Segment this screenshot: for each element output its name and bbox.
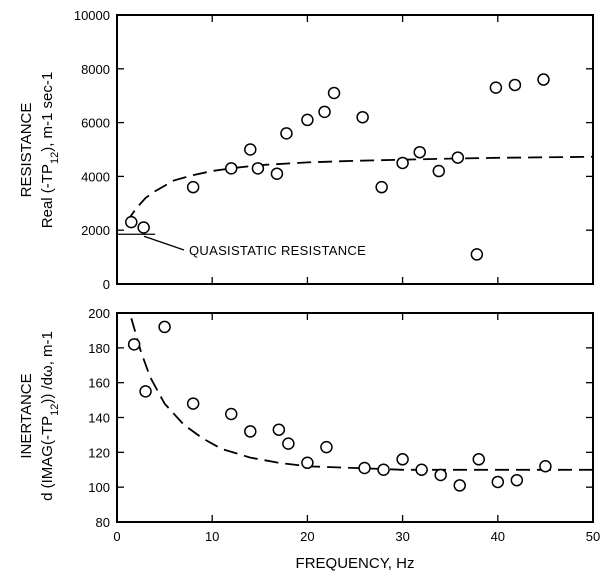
resistance-fit-curve <box>125 155 594 223</box>
data-point <box>270 167 284 180</box>
inertance-plot-frame <box>116 312 594 523</box>
x-tick-label: 40 <box>491 529 505 544</box>
inertance-fit-curve <box>130 317 593 471</box>
y-tick-label: 8000 <box>81 62 110 77</box>
data-point <box>280 127 293 140</box>
data-point <box>139 385 152 398</box>
data-point <box>453 479 466 492</box>
data-point <box>272 423 286 436</box>
data-point <box>539 460 552 473</box>
x-tick-label: 20 <box>300 529 314 544</box>
y-tick-label: 200 <box>88 306 110 321</box>
x-tick-label: 0 <box>113 529 120 544</box>
resistance-data-points <box>125 73 550 261</box>
data-point <box>244 425 257 438</box>
data-point <box>186 180 200 194</box>
quasistatic-annotation: QUASISTATIC RESISTANCE <box>189 243 366 258</box>
data-point <box>158 320 171 334</box>
x-tick-label: 30 <box>395 529 409 544</box>
data-point <box>125 215 138 229</box>
data-point <box>396 453 409 466</box>
x-tick-label: 50 <box>586 529 600 544</box>
resistance-y-axis-title: RESISTANCE <box>18 103 35 198</box>
data-point <box>432 164 446 178</box>
data-point <box>358 461 371 475</box>
y-tick-label: 0 <box>103 277 110 292</box>
resistance-plot-frame <box>116 14 594 285</box>
data-point <box>282 437 295 450</box>
data-point <box>413 145 426 159</box>
data-point <box>396 156 409 170</box>
y-tick-label: 120 <box>88 445 110 460</box>
data-point <box>137 221 150 234</box>
resistance-panel: 0 2000 4000 6000 8000 10000 QUASISTATIC RESIS… <box>18 8 594 292</box>
data-point <box>251 162 265 175</box>
quasistatic-leader-line <box>143 235 185 251</box>
data-point <box>244 143 257 156</box>
y-tick-label: 80 <box>96 515 110 530</box>
data-point <box>224 407 238 421</box>
x-axis-label: FREQUENCY, Hz <box>296 555 415 572</box>
data-point <box>320 440 333 454</box>
data-point <box>510 473 524 487</box>
data-point <box>301 113 314 127</box>
data-point <box>327 86 341 100</box>
resistance-y-axis-label: Real (-TP12), m-1 sec-1 <box>39 72 61 228</box>
resistance-y-tick-labels: 0 2000 4000 6000 8000 10000 <box>74 8 110 292</box>
y-tick-label: 140 <box>88 411 110 426</box>
y-tick-label: 6000 <box>81 116 110 131</box>
data-point <box>127 338 141 351</box>
inertance-ticks <box>116 312 594 523</box>
y-tick-label: 2000 <box>81 223 110 238</box>
x-tick-label: 10 <box>205 529 219 544</box>
data-point <box>301 456 314 470</box>
data-point <box>318 105 331 119</box>
x-tick-labels: 0 10 20 30 40 50 <box>113 529 600 544</box>
y-tick-label: 4000 <box>81 169 110 184</box>
inertance-y-axis-label: d (IMAG(-TP12)) /dω, m-1 <box>39 331 61 501</box>
data-point <box>375 180 388 194</box>
data-point <box>489 81 503 94</box>
data-point <box>186 397 200 410</box>
data-point <box>434 468 447 482</box>
data-point <box>415 463 428 476</box>
data-point <box>537 73 550 86</box>
y-tick-label: 10000 <box>74 8 110 23</box>
inertance-y-tick-labels: 80 100 120 140 160 180 200 <box>88 306 110 530</box>
data-point <box>491 475 505 489</box>
data-point <box>451 151 465 164</box>
data-point <box>224 162 238 175</box>
y-tick-label: 160 <box>88 376 110 391</box>
data-point <box>472 453 486 466</box>
data-point <box>356 110 369 124</box>
inertance-data-points <box>127 320 552 492</box>
inertance-panel: 80 100 120 140 160 180 200 0 10 20 30 40 50 INERTAN… <box>18 306 600 572</box>
inertance-y-axis-title: INERTANCE <box>18 373 35 458</box>
data-point <box>377 463 390 476</box>
y-tick-label: 180 <box>88 341 110 356</box>
y-tick-label: 100 <box>88 480 110 495</box>
data-point <box>470 248 484 261</box>
data-point <box>508 78 522 92</box>
